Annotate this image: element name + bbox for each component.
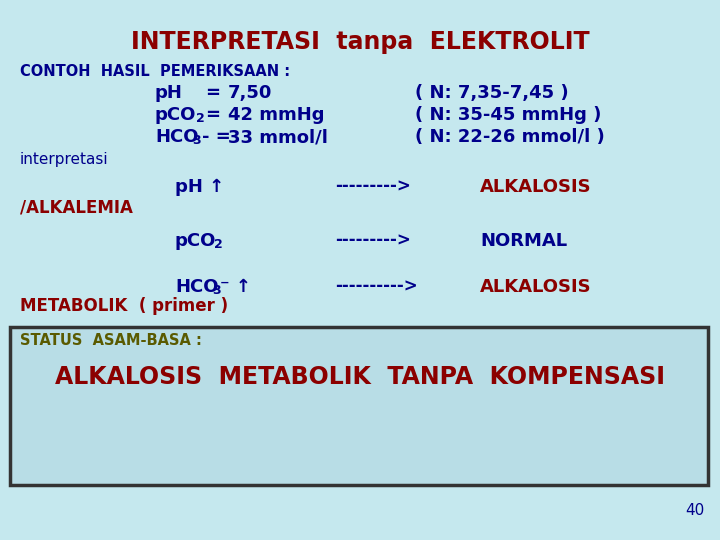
Text: pCO: pCO (155, 106, 197, 124)
Text: ALKALOSIS: ALKALOSIS (480, 178, 592, 196)
Text: pH: pH (155, 84, 183, 102)
Text: ⁻ ↑: ⁻ ↑ (220, 278, 251, 296)
Text: --------->: ---------> (335, 178, 411, 196)
Text: ( N: 35-45 mmHg ): ( N: 35-45 mmHg ) (415, 106, 601, 124)
FancyBboxPatch shape (10, 327, 708, 485)
Text: 3: 3 (212, 284, 220, 297)
Text: HCO: HCO (175, 278, 218, 296)
Text: CONTOH  HASIL  PEMERIKSAAN :: CONTOH HASIL PEMERIKSAAN : (20, 64, 290, 79)
Text: METABOLIK  ( primer ): METABOLIK ( primer ) (20, 297, 228, 315)
Text: --------->: ---------> (335, 232, 411, 250)
Text: 40: 40 (685, 503, 705, 518)
Text: ALKALOSIS: ALKALOSIS (480, 278, 592, 296)
Text: /ALKALEMIA: /ALKALEMIA (20, 198, 133, 216)
Text: ( N: 22-26 mmol/l ): ( N: 22-26 mmol/l ) (415, 128, 605, 146)
Text: pH ↑: pH ↑ (175, 178, 224, 196)
Text: - =: - = (202, 128, 230, 146)
Text: 42 mmHg: 42 mmHg (228, 106, 325, 124)
Text: =: = (205, 84, 220, 102)
Text: ALKALOSIS  METABOLIK  TANPA  KOMPENSASI: ALKALOSIS METABOLIK TANPA KOMPENSASI (55, 365, 665, 389)
Text: pCO: pCO (175, 232, 217, 250)
Text: STATUS  ASAM-BASA :: STATUS ASAM-BASA : (20, 333, 202, 348)
Text: interpretasi: interpretasi (20, 152, 109, 167)
Text: INTERPRETASI  tanpa  ELEKTROLIT: INTERPRETASI tanpa ELEKTROLIT (131, 30, 589, 54)
Text: 2: 2 (214, 238, 222, 251)
Text: HCO: HCO (155, 128, 199, 146)
Text: 3: 3 (192, 134, 201, 147)
Text: 2: 2 (196, 112, 204, 125)
Text: NORMAL: NORMAL (480, 232, 567, 250)
Text: 7,50: 7,50 (228, 84, 272, 102)
Text: =: = (205, 106, 220, 124)
Text: ( N: 7,35-7,45 ): ( N: 7,35-7,45 ) (415, 84, 569, 102)
Text: 33 mmol/l: 33 mmol/l (228, 128, 328, 146)
Text: ---------->: ----------> (335, 278, 418, 296)
